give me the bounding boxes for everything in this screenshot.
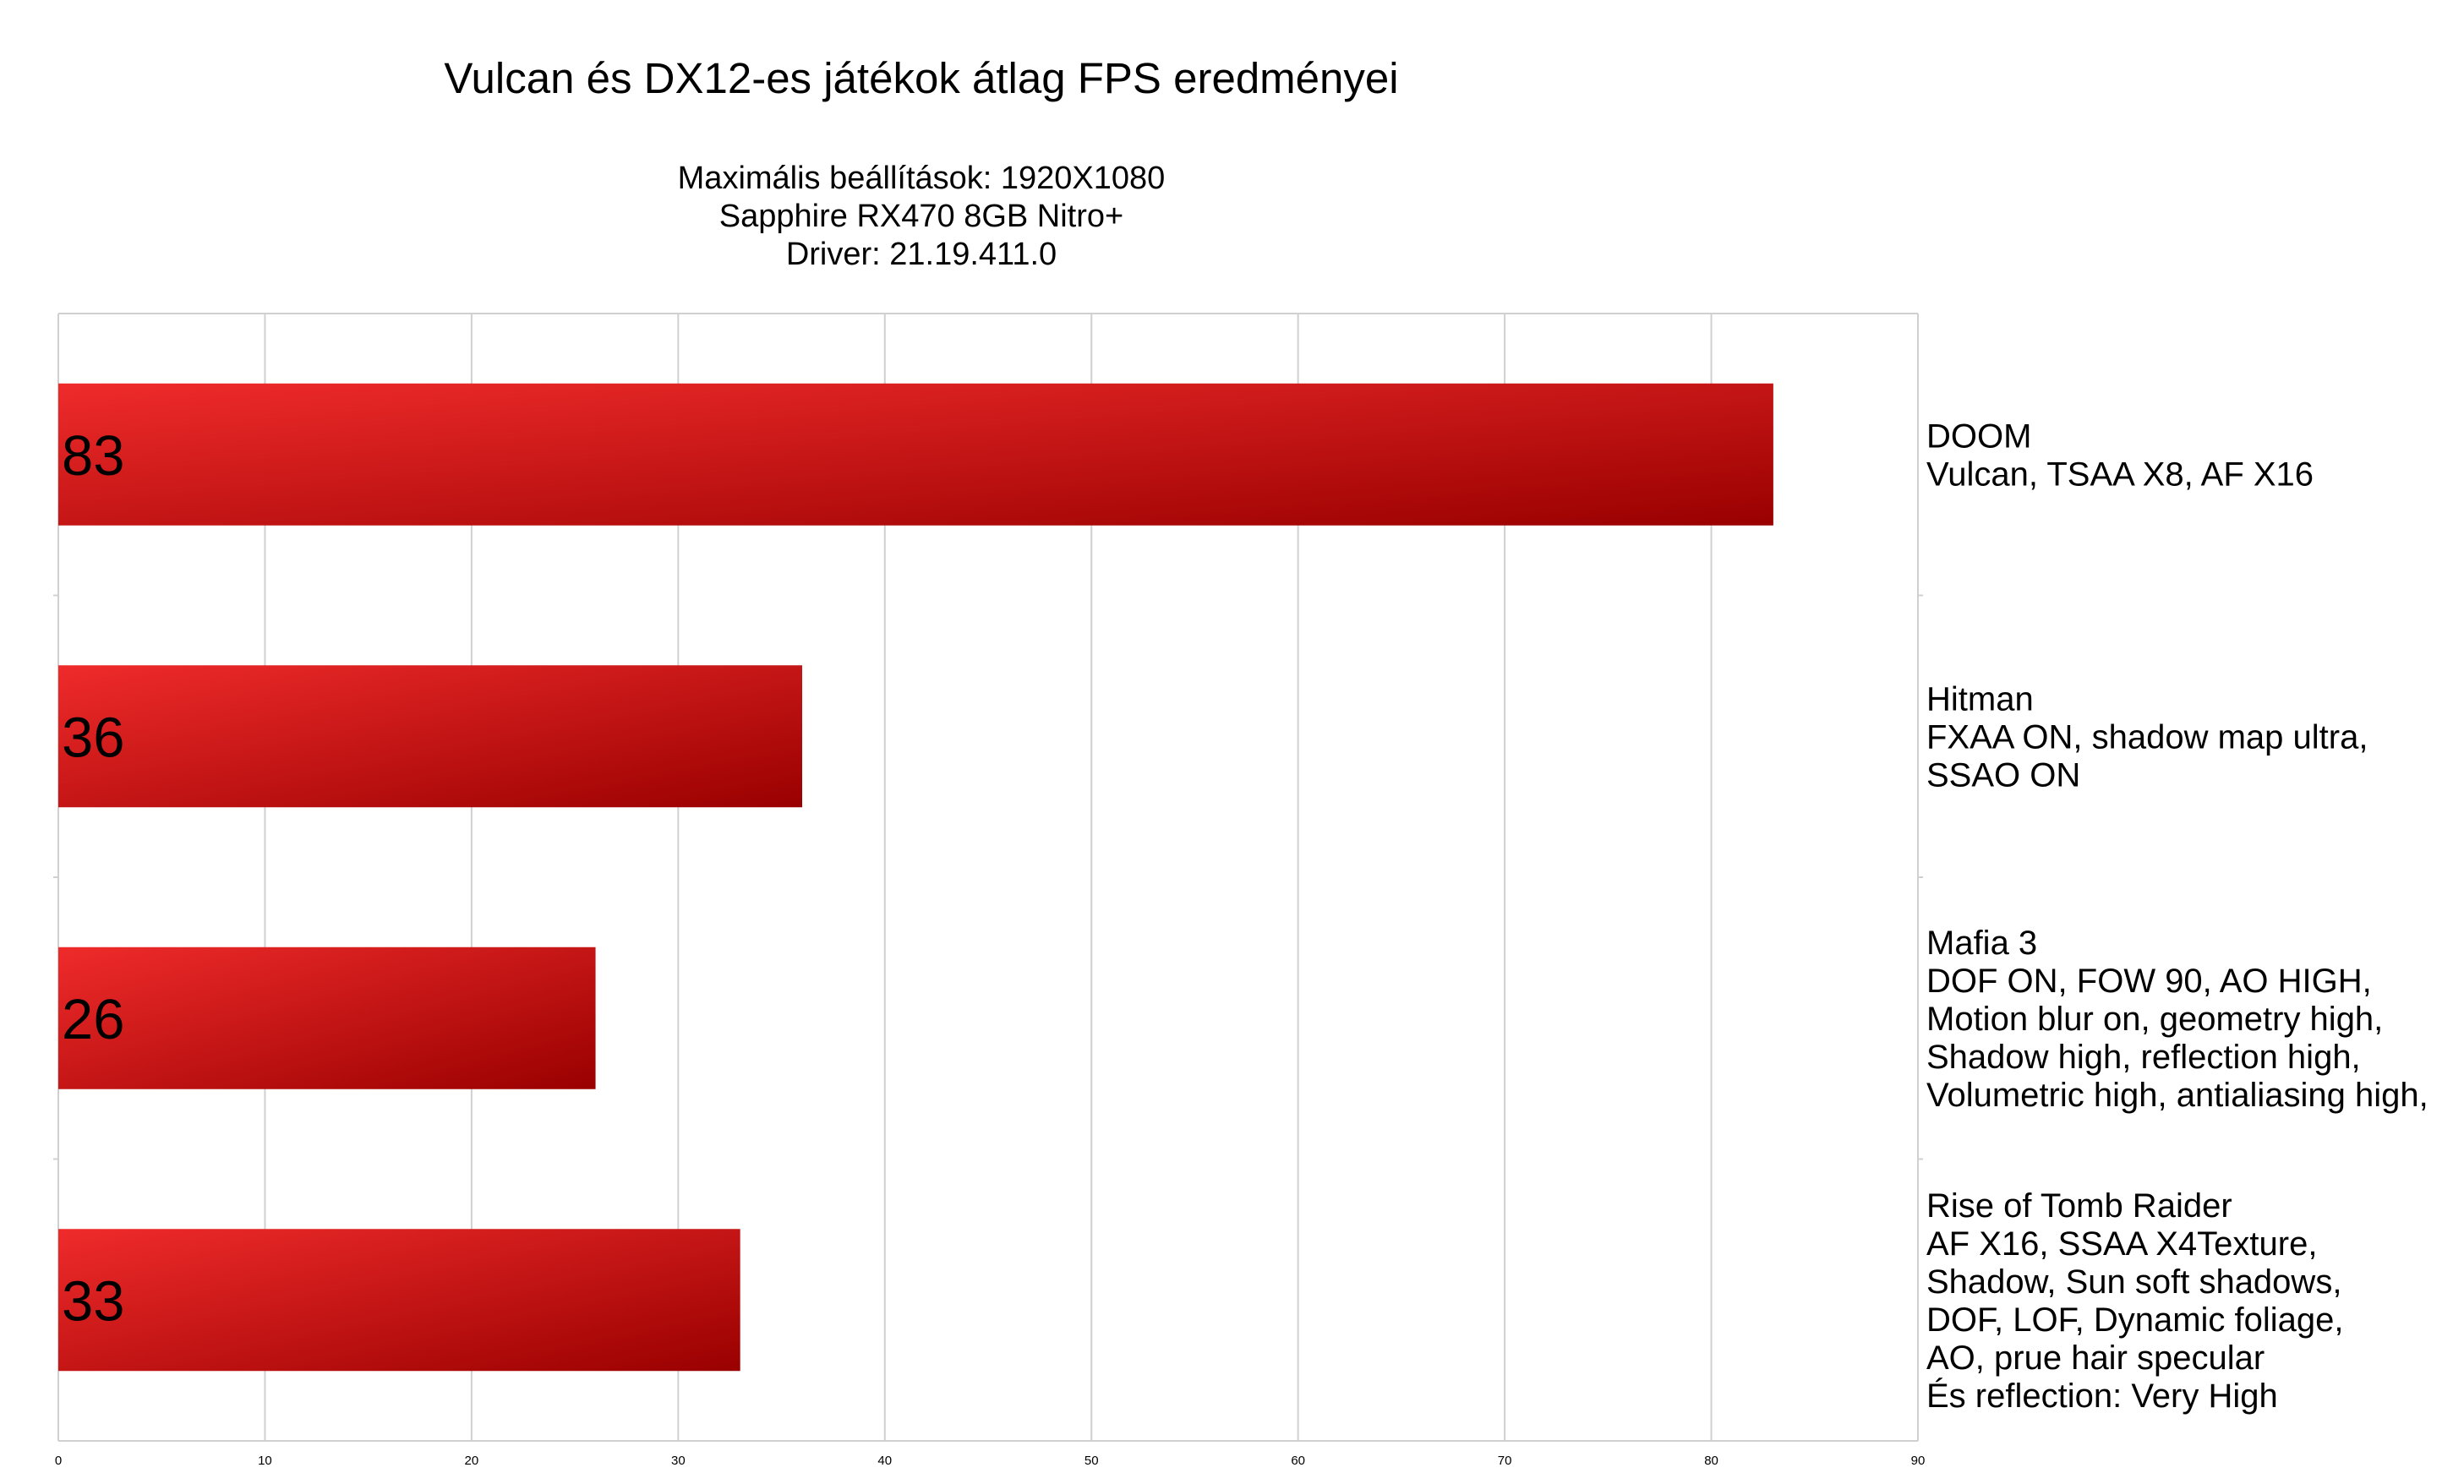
subtitle-line: Driver: 21.19.411.0 [786, 237, 1057, 272]
x-axis: 0 10 20 30 40 50 60 70 80 90 [55, 1454, 1926, 1468]
subtitle-line: Maximális beállítások: 1920X1080 [678, 161, 1166, 196]
category-label-line: És reflection: Very High [1926, 1377, 2278, 1415]
x-tick-label: 90 [1911, 1454, 1926, 1468]
x-tick-label: 0 [55, 1454, 62, 1468]
category-label-line: DOF ON, FOW 90, AO HIGH, [1926, 963, 2372, 1000]
x-tick-label: 70 [1498, 1454, 1512, 1468]
category-label-line: DOOM [1926, 417, 2031, 455]
bar-value-label: 36 [62, 706, 125, 769]
bar [58, 947, 596, 1089]
x-tick-label: 20 [465, 1454, 479, 1468]
bar-value-label: 83 [62, 424, 125, 488]
x-tick-label: 30 [671, 1454, 686, 1468]
subtitle-line: Sapphire RX470 8GB Nitro+ [719, 199, 1123, 234]
x-tick-label: 80 [1704, 1454, 1718, 1468]
x-tick-label: 10 [258, 1454, 272, 1468]
category-label-line: Shadow high, reflection high, [1926, 1039, 2361, 1076]
bar-value-label: 26 [62, 988, 125, 1051]
x-tick-label: 40 [877, 1454, 892, 1468]
bars [58, 383, 1773, 1372]
x-tick-label: 60 [1291, 1454, 1305, 1468]
category-label-line: FXAA ON, shadow map ultra, [1926, 718, 2368, 756]
chart-subtitle: Maximális beállítások: 1920X1080Sapphire… [678, 161, 1166, 272]
category-label-line: Hitman [1926, 680, 2034, 717]
bar-value-label: 33 [62, 1269, 125, 1333]
category-label-line: Vulcan, TSAA X8, AF X16 [1926, 456, 2314, 493]
chart-title: Vulcan és DX12-es játékok átlag FPS ered… [444, 54, 1398, 102]
category-label-line: AF X16, SSAA X4Texture, [1926, 1225, 2317, 1263]
category-label-line: AO, prue hair specular [1926, 1339, 2265, 1377]
bar-data-labels: 83 36 26 33 [62, 424, 125, 1334]
bar [58, 1229, 740, 1372]
bar [58, 383, 1773, 526]
category-label-line: SSAO ON [1926, 756, 2080, 794]
category-label-line: Shadow, Sun soft shadows, [1926, 1263, 2341, 1301]
category-label-line: Motion blur on, geometry high, [1926, 1001, 2383, 1038]
category-label-line: DOF, LOF, Dynamic foliage, [1926, 1301, 2344, 1339]
x-tick-label: 50 [1084, 1454, 1099, 1468]
category-label-line: Rise of Tomb Raider [1926, 1187, 2232, 1225]
category-label-line: Volumetric high, antialiasing high, [1926, 1077, 2428, 1114]
category-label-line: Mafia 3 [1926, 925, 2037, 962]
bar [58, 665, 802, 808]
